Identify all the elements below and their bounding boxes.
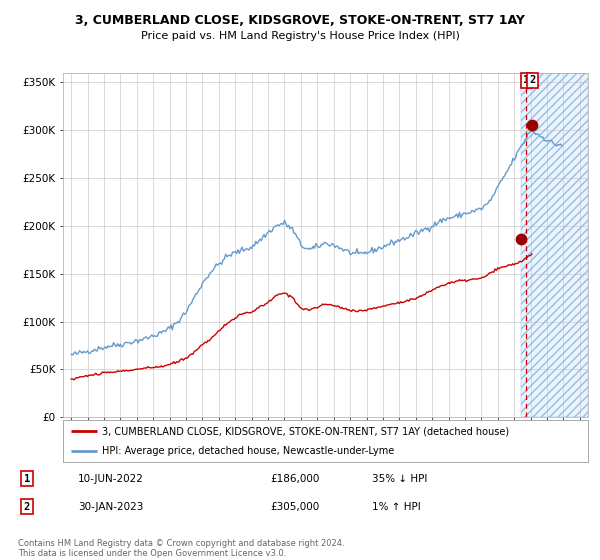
Text: 3, CUMBERLAND CLOSE, KIDSGROVE, STOKE-ON-TRENT, ST7 1AY: 3, CUMBERLAND CLOSE, KIDSGROVE, STOKE-ON…: [75, 14, 525, 27]
Text: 30-JAN-2023: 30-JAN-2023: [78, 502, 143, 512]
Text: 1% ↑ HPI: 1% ↑ HPI: [372, 502, 421, 512]
Text: HPI: Average price, detached house, Newcastle-under-Lyme: HPI: Average price, detached house, Newc…: [103, 446, 395, 456]
Text: £186,000: £186,000: [270, 474, 319, 484]
Bar: [521, 73, 588, 417]
Text: 2: 2: [530, 76, 536, 86]
Text: 1: 1: [523, 76, 529, 86]
Text: Contains HM Land Registry data © Crown copyright and database right 2024.: Contains HM Land Registry data © Crown c…: [18, 539, 344, 548]
Text: 2: 2: [24, 502, 30, 512]
Point: [527, 121, 536, 130]
Text: 3, CUMBERLAND CLOSE, KIDSGROVE, STOKE-ON-TRENT, ST7 1AY (detached house): 3, CUMBERLAND CLOSE, KIDSGROVE, STOKE-ON…: [103, 426, 509, 436]
Point: [517, 235, 526, 244]
Bar: [521, 73, 588, 417]
Text: Price paid vs. HM Land Registry's House Price Index (HPI): Price paid vs. HM Land Registry's House …: [140, 31, 460, 41]
Text: 1: 1: [24, 474, 30, 484]
Text: 35% ↓ HPI: 35% ↓ HPI: [372, 474, 427, 484]
Text: £305,000: £305,000: [270, 502, 319, 512]
Text: This data is licensed under the Open Government Licence v3.0.: This data is licensed under the Open Gov…: [18, 549, 286, 558]
Text: 10-JUN-2022: 10-JUN-2022: [78, 474, 144, 484]
